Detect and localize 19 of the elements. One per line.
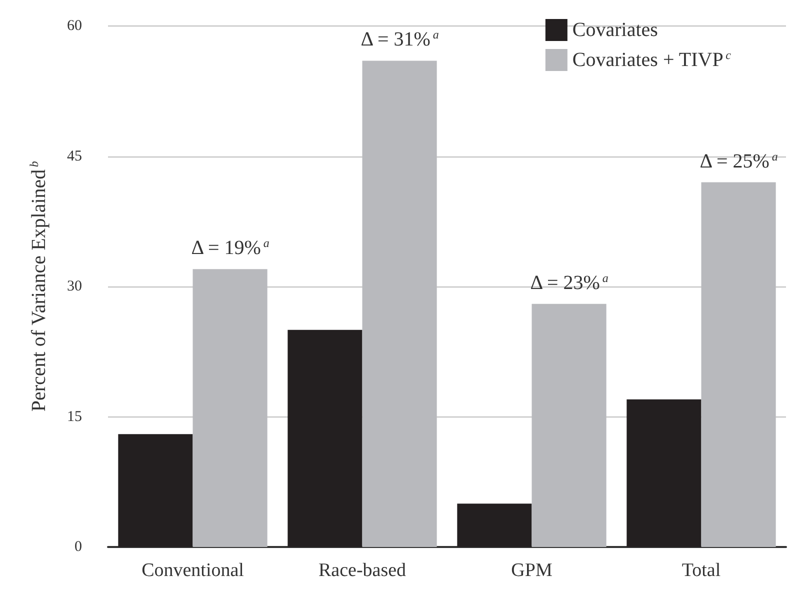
y-tick-label: 45 — [67, 148, 82, 164]
y-tick-label: 15 — [67, 408, 82, 425]
x-tick-label: GPM — [511, 560, 552, 581]
bar — [532, 304, 606, 547]
y-tick-label: 30 — [67, 278, 82, 294]
bar — [701, 182, 776, 547]
bar — [362, 60, 437, 547]
x-tick-label: Total — [682, 560, 721, 581]
y-tick-label: 60 — [67, 18, 82, 34]
legend-label: Covariates — [572, 19, 658, 41]
bar — [626, 399, 702, 547]
y-axis-title: Percent of Variance Explainedb — [27, 161, 50, 412]
bar — [118, 434, 193, 547]
bar — [457, 504, 532, 547]
y-tick-label: 0 — [74, 539, 82, 555]
bar — [288, 330, 362, 547]
x-tick-label: Race-based — [318, 560, 407, 581]
bar — [192, 269, 268, 547]
x-tick-label: Conventional — [142, 560, 244, 581]
